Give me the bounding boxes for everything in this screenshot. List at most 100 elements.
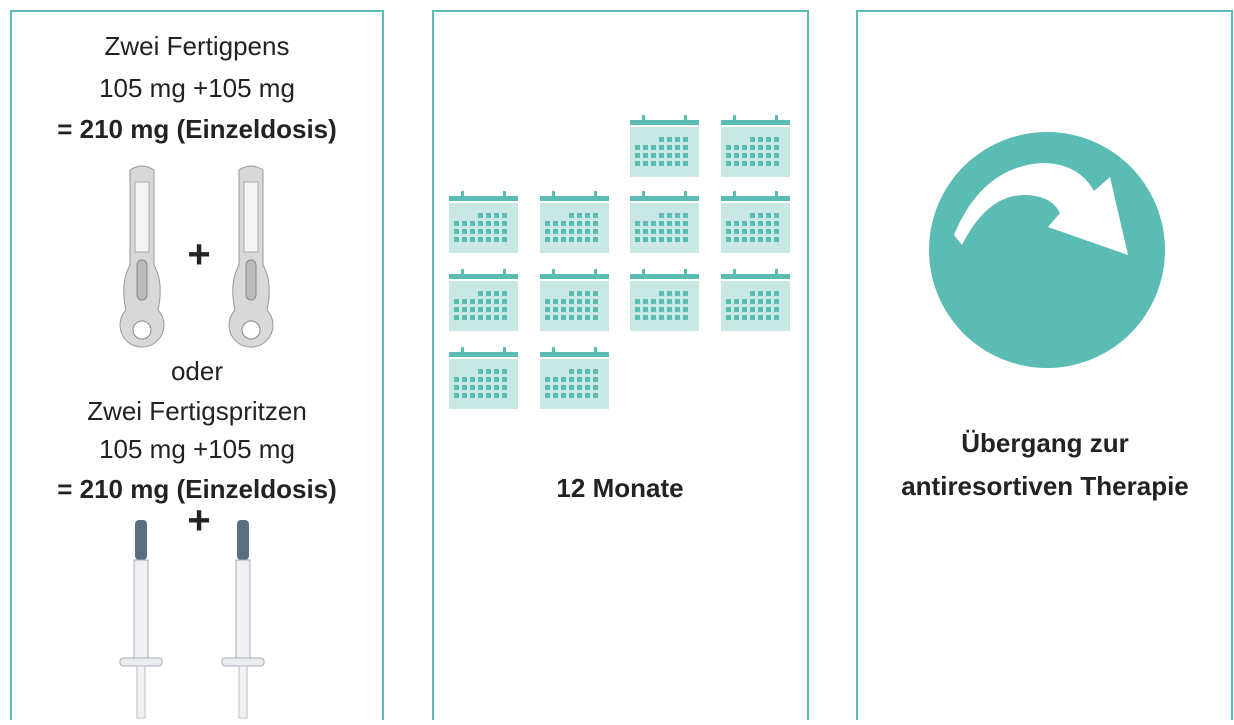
calendar-day [577,221,582,226]
calendar-ring [594,191,597,197]
calendar-day [734,307,739,312]
calendar-icon [449,269,518,331]
calendar-day [486,213,491,218]
calendar-day [683,137,688,142]
calendar-day [478,229,483,234]
calendar-day [569,377,574,382]
calendar-day [758,299,763,304]
calendar-day [659,161,664,166]
calendar-day [643,237,648,242]
calendar-day [683,145,688,150]
text: 12 Monate [556,473,683,503]
calendar-day [742,307,747,312]
calendar-day [553,229,558,234]
calendar-day [569,307,574,312]
calendar-day [494,213,499,218]
calendar-day [758,307,763,312]
calendar-day [675,291,680,296]
calendar-day [758,161,763,166]
calendar-day [454,221,459,226]
calendar-ring [642,191,645,197]
calendar-day [766,221,771,226]
calendar-day [577,237,582,242]
calendar-day [486,237,491,242]
calendar-day [470,393,475,398]
calendar-day [470,315,475,320]
calendar-day [734,315,739,320]
calendar-day [454,393,459,398]
calendar-day [494,369,499,374]
calendar-day [462,229,467,234]
calendar-top [630,196,699,201]
calendar-day [667,315,672,320]
calendar-day [593,213,598,218]
calendar-day [569,229,574,234]
calendar-top [721,274,790,279]
calendar-day [659,229,664,234]
calendar-day [651,145,656,150]
calendar-day [470,221,475,226]
calendar-day [750,221,755,226]
calendar-day [726,299,731,304]
calendar-day [569,315,574,320]
calendar-day [659,145,664,150]
calendar-day [651,315,656,320]
calendar-icon [449,191,518,253]
calendar-day [470,307,475,312]
infographic: Zwei Fertigpens 105 mg +105 mg = 210 mg … [0,0,1234,720]
calendar-day [683,291,688,296]
calendar-day [659,137,664,142]
calendar-day [774,221,779,226]
calendar-ring [775,269,778,275]
calendar-day [593,315,598,320]
calendar-day [462,385,467,390]
calendar-day [758,237,763,242]
calendar-day [561,377,566,382]
calendar-day [758,145,763,150]
calendar-day [585,291,590,296]
calendar-day [766,161,771,166]
calendar-day [659,153,664,158]
calendar-day [683,221,688,226]
calendar-day [675,153,680,158]
calendar-day [454,299,459,304]
calendar-day [462,377,467,382]
calendar-day [502,299,507,304]
calendar-icon [630,191,699,253]
calendar-ring [503,269,506,275]
calendar-day [643,161,648,166]
calendar-day [766,299,771,304]
calendar-day [486,221,491,226]
calendar-day [651,299,656,304]
calendar-body [721,281,790,331]
calendar-day [643,145,648,150]
calendar-icon [449,347,518,409]
calendar-ring [461,191,464,197]
calendar-day [454,377,459,382]
calendar-day [683,153,688,158]
calendar-body [540,203,609,253]
calendar-day [454,229,459,234]
calendar-top [540,196,609,201]
calendar-day [585,229,590,234]
calendar-day [726,145,731,150]
calendar-ring [552,191,555,197]
calendar-day [742,153,747,158]
calendar-day [635,299,640,304]
calendar-day [667,229,672,234]
calendar-day [486,291,491,296]
calendar-day [667,153,672,158]
calendar-day [758,137,763,142]
calendar-day [478,315,483,320]
calendar-day [577,393,582,398]
calendar-day [577,213,582,218]
calendar-top [630,274,699,279]
calendar-day [545,385,550,390]
calendar-day [454,385,459,390]
calendar-day [726,315,731,320]
calendar-day [766,213,771,218]
calendar-day [726,221,731,226]
calendar-day [585,393,590,398]
calendar-day [486,299,491,304]
calendar-day [643,315,648,320]
